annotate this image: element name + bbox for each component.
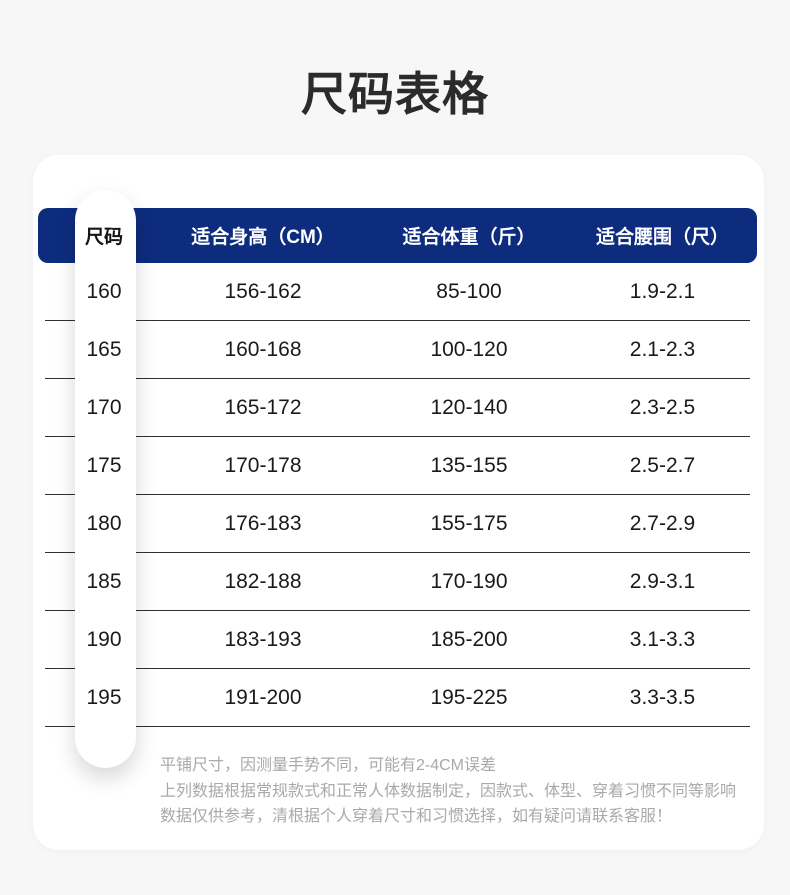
size-table: 尺码 适合身高（CM） 适合体重（斤） 适合腰围（尺） 160 156-162 … [45,208,750,727]
column-header-height: 适合身高（CM） [191,227,335,248]
column-header-weight: 适合体重（斤） [402,227,536,248]
cell-weight: 185-200 [430,627,508,651]
cell-height: 170-178 [224,453,302,477]
cell-waist: 3.1-3.3 [629,627,696,651]
table-row: 165 160-168 100-120 2.1-2.3 [45,321,750,379]
table-row: 175 170-178 135-155 2.5-2.7 [45,437,750,495]
table-row: 195 191-200 195-225 3.3-3.5 [45,669,750,727]
cell-waist: 2.5-2.7 [629,453,696,477]
cell-size: 190 [86,627,122,651]
table-row: 190 183-193 185-200 3.1-3.3 [45,611,750,669]
cell-waist: 2.3-2.5 [629,395,696,419]
cell-size: 175 [86,453,122,477]
cell-height: 183-193 [224,627,302,651]
table-row: 185 182-188 170-190 2.9-3.1 [45,553,750,611]
cell-height: 156-162 [224,279,302,303]
cell-height: 165-172 [224,395,302,419]
cell-size: 185 [86,569,122,593]
table-header-row: 尺码 适合身高（CM） 适合体重（斤） 适合腰围（尺） [45,208,750,263]
column-header-waist: 适合腰围（尺） [595,227,729,248]
cell-waist: 2.7-2.9 [629,511,696,535]
column-header-size: 尺码 [84,227,123,248]
cell-weight: 120-140 [430,395,508,419]
cell-height: 160-168 [224,337,302,361]
cell-weight: 85-100 [436,279,502,303]
cell-weight: 100-120 [430,337,508,361]
cell-height: 182-188 [224,569,302,593]
table-row: 180 176-183 155-175 2.7-2.9 [45,495,750,553]
table-header-bar [38,208,757,263]
note-line: 数据仅供参考，清根据个人穿着尺寸和习惯选择，如有疑问请联系客服！ [160,808,673,825]
cell-size: 160 [86,279,122,303]
cell-weight: 170-190 [430,569,508,593]
cell-waist: 2.1-2.3 [629,337,696,361]
cell-size: 195 [86,685,122,709]
table-row: 160 156-162 85-100 1.9-2.1 [45,263,750,321]
cell-weight: 135-155 [430,453,508,477]
measurement-notes: 平铺尺寸，因测量手势不同，可能有2-4CM误差 上列数据根据常规款式和正常人体数… [160,753,736,830]
cell-waist: 2.9-3.1 [629,569,696,593]
note-line: 平铺尺寸，因测量手势不同，可能有2-4CM误差 [160,757,497,774]
cell-size: 165 [86,337,122,361]
cell-weight: 195-225 [430,685,508,709]
size-column-pill [75,190,136,768]
table-row: 170 165-172 120-140 2.3-2.5 [45,379,750,437]
cell-waist: 3.3-3.5 [629,685,696,709]
note-line: 上列数据根据常规款式和正常人体数据制定，因款式、体型、穿着习惯不同等影响 [160,782,737,800]
cell-weight: 155-175 [430,511,508,535]
page-title: 尺码表格 [301,68,489,120]
cell-size: 180 [86,511,122,535]
cell-height: 191-200 [224,685,302,709]
cell-waist: 1.9-2.1 [629,279,696,303]
cell-size: 170 [86,395,122,419]
cell-height: 176-183 [224,511,302,535]
size-chart-card: 尺码 适合身高（CM） 适合体重（斤） 适合腰围（尺） 160 156-162 … [33,155,764,850]
